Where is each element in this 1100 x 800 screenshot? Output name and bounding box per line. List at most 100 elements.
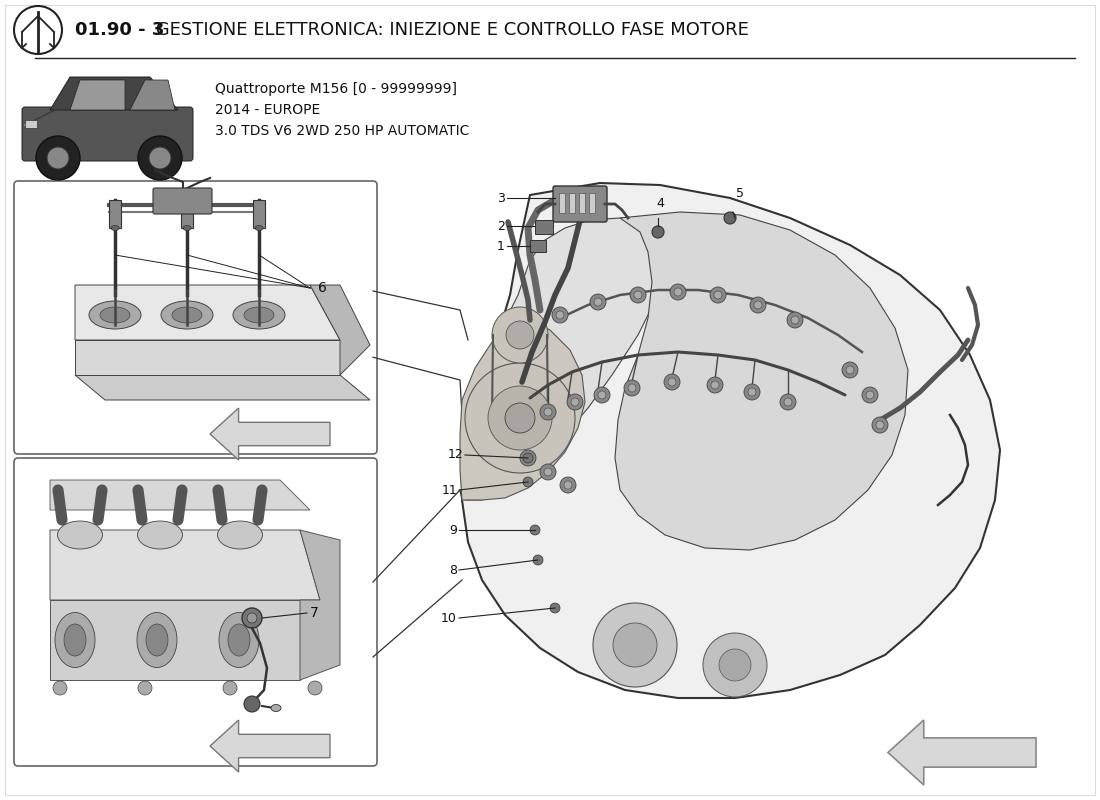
Circle shape — [308, 681, 322, 695]
Text: 12: 12 — [448, 449, 463, 462]
Text: 3.0 TDS V6 2WD 250 HP AUTOMATIC: 3.0 TDS V6 2WD 250 HP AUTOMATIC — [214, 124, 470, 138]
Circle shape — [876, 421, 884, 429]
Circle shape — [786, 312, 803, 328]
Polygon shape — [75, 375, 370, 400]
Ellipse shape — [55, 613, 95, 667]
Text: GESTIONE ELETTRONICA: INIEZIONE E CONTROLLO FASE MOTORE: GESTIONE ELETTRONICA: INIEZIONE E CONTRO… — [150, 21, 749, 39]
Circle shape — [223, 681, 236, 695]
Circle shape — [544, 468, 552, 476]
Circle shape — [522, 477, 534, 487]
Text: 4: 4 — [656, 197, 664, 210]
Circle shape — [707, 377, 723, 393]
Ellipse shape — [244, 307, 274, 323]
Circle shape — [872, 417, 888, 433]
Circle shape — [664, 374, 680, 390]
Circle shape — [710, 287, 726, 303]
Ellipse shape — [233, 301, 285, 329]
Circle shape — [571, 398, 579, 406]
FancyBboxPatch shape — [22, 107, 192, 161]
Circle shape — [842, 362, 858, 378]
Circle shape — [53, 681, 67, 695]
Polygon shape — [130, 80, 175, 110]
Polygon shape — [462, 183, 1000, 698]
Circle shape — [754, 301, 762, 309]
Polygon shape — [460, 320, 585, 500]
Circle shape — [138, 136, 182, 180]
Circle shape — [248, 613, 257, 623]
Circle shape — [566, 394, 583, 410]
Text: 1: 1 — [497, 239, 505, 253]
Circle shape — [556, 311, 564, 319]
Bar — [579, 193, 585, 213]
Circle shape — [492, 307, 548, 363]
FancyBboxPatch shape — [153, 188, 212, 214]
Text: 11: 11 — [441, 483, 456, 497]
Circle shape — [465, 363, 575, 473]
Polygon shape — [50, 77, 178, 110]
Text: 10: 10 — [441, 611, 456, 625]
Ellipse shape — [89, 301, 141, 329]
Bar — [530, 240, 546, 252]
Ellipse shape — [100, 307, 130, 323]
Bar — [535, 220, 553, 234]
Circle shape — [598, 391, 606, 399]
Ellipse shape — [138, 613, 177, 667]
Circle shape — [750, 297, 766, 313]
Circle shape — [540, 404, 556, 420]
Circle shape — [534, 555, 543, 565]
Circle shape — [138, 681, 152, 695]
Text: 6: 6 — [318, 281, 327, 295]
Text: 2014 - EUROPE: 2014 - EUROPE — [214, 103, 320, 117]
Circle shape — [630, 287, 646, 303]
Ellipse shape — [183, 226, 191, 230]
Circle shape — [711, 381, 719, 389]
Text: 5: 5 — [736, 187, 744, 200]
Circle shape — [628, 384, 636, 392]
Circle shape — [560, 477, 576, 493]
Circle shape — [552, 307, 568, 323]
Ellipse shape — [271, 705, 281, 711]
Polygon shape — [75, 340, 340, 375]
Bar — [559, 193, 565, 213]
Text: 8: 8 — [449, 563, 456, 577]
Circle shape — [242, 608, 262, 628]
Polygon shape — [615, 212, 908, 550]
Polygon shape — [310, 285, 370, 375]
Text: 3: 3 — [497, 191, 505, 205]
Circle shape — [748, 388, 756, 396]
Polygon shape — [465, 218, 668, 500]
Ellipse shape — [218, 521, 263, 549]
Bar — [569, 193, 575, 213]
Polygon shape — [50, 480, 310, 510]
Polygon shape — [210, 408, 330, 460]
Circle shape — [505, 403, 535, 433]
Circle shape — [14, 6, 62, 54]
Bar — [109, 200, 121, 228]
Text: Quattroporte M156 [0 - 99999999]: Quattroporte M156 [0 - 99999999] — [214, 82, 456, 96]
Circle shape — [724, 212, 736, 224]
Circle shape — [744, 384, 760, 400]
Ellipse shape — [64, 624, 86, 656]
Ellipse shape — [57, 521, 102, 549]
Circle shape — [791, 316, 799, 324]
Circle shape — [488, 386, 552, 450]
Circle shape — [652, 226, 664, 238]
Ellipse shape — [255, 226, 263, 230]
Circle shape — [540, 464, 556, 480]
Polygon shape — [888, 720, 1036, 785]
Circle shape — [613, 623, 657, 667]
Polygon shape — [210, 720, 330, 772]
Circle shape — [590, 294, 606, 310]
Ellipse shape — [219, 613, 258, 667]
Polygon shape — [300, 530, 340, 680]
Circle shape — [634, 291, 642, 299]
Circle shape — [594, 387, 610, 403]
Circle shape — [668, 378, 676, 386]
Polygon shape — [75, 285, 340, 340]
Bar — [182, 200, 192, 228]
Circle shape — [784, 398, 792, 406]
Circle shape — [714, 291, 722, 299]
Ellipse shape — [138, 521, 183, 549]
Circle shape — [593, 603, 676, 687]
Ellipse shape — [146, 624, 168, 656]
